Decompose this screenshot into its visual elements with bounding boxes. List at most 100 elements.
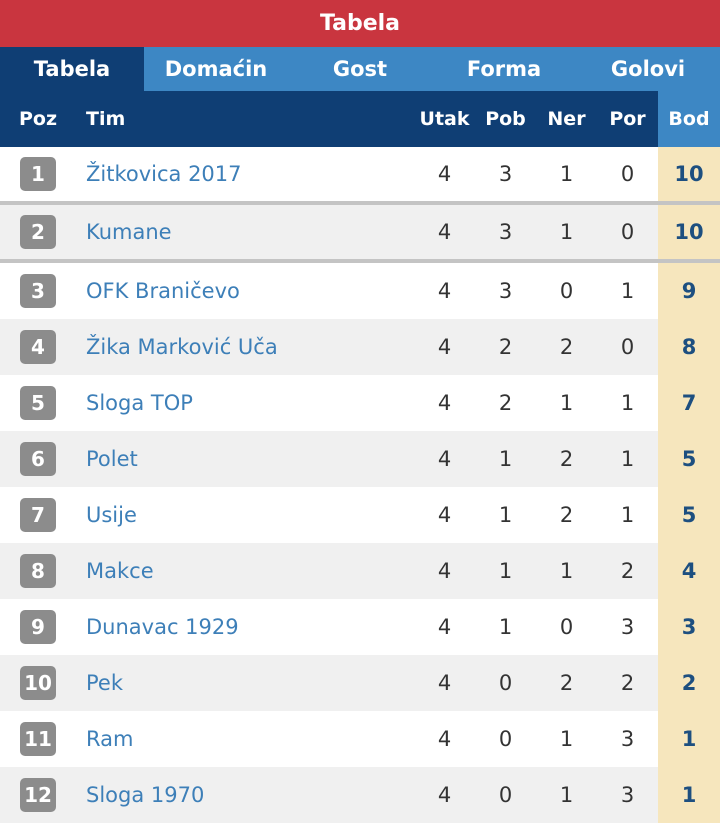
points: 5: [658, 431, 720, 487]
rank-badge: 3: [20, 274, 56, 308]
losses: 1: [620, 391, 635, 415]
draws: 0: [559, 615, 574, 639]
matches-played: 4: [437, 220, 452, 244]
draws: 2: [559, 447, 574, 471]
rank-cell: 4: [0, 330, 76, 364]
rank-cell: 6: [0, 442, 76, 476]
tab-golovi[interactable]: Golovi: [610, 57, 686, 81]
points: 1: [658, 711, 720, 767]
team-name[interactable]: Polet: [86, 447, 138, 471]
header-poz: Poz: [18, 108, 58, 130]
points: 1: [658, 767, 720, 823]
team-name[interactable]: Usije: [86, 503, 137, 527]
wins: 1: [498, 559, 513, 583]
tab-forma[interactable]: Forma: [466, 57, 542, 81]
wins: 2: [498, 391, 513, 415]
rank-badge: 2: [20, 215, 56, 249]
wins: 3: [498, 220, 513, 244]
wins: 0: [498, 783, 513, 807]
table-row[interactable]: 1 Žitkovica 2017 4 3 1 0 10: [0, 147, 720, 205]
points: 7: [658, 375, 720, 431]
team-name[interactable]: OFK Braničevo: [86, 279, 240, 303]
rank-badge: 1: [20, 157, 56, 191]
tab-domacin[interactable]: Domaćin: [164, 57, 268, 81]
team-name[interactable]: Ram: [86, 727, 134, 751]
table-row[interactable]: 10 Pek 4 0 2 2 2: [0, 655, 720, 711]
matches-played: 4: [437, 447, 452, 471]
table-row[interactable]: 9 Dunavac 1929 4 1 0 3 3: [0, 599, 720, 655]
matches-played: 4: [437, 559, 452, 583]
rank-cell: 10: [0, 666, 76, 700]
draws: 1: [559, 727, 574, 751]
losses: 3: [620, 727, 635, 751]
draws: 1: [559, 559, 574, 583]
table-row[interactable]: 4 Žika Marković Uča 4 2 2 0 8: [0, 319, 720, 375]
losses: 1: [620, 279, 635, 303]
losses: 3: [620, 615, 635, 639]
team-name[interactable]: Sloga 1970: [86, 783, 205, 807]
rank-badge: 4: [20, 330, 56, 364]
points: 10: [658, 147, 720, 201]
points: 5: [658, 487, 720, 543]
tab-gost[interactable]: Gost: [332, 57, 388, 81]
table-row[interactable]: 11 Ram 4 0 1 3 1: [0, 711, 720, 767]
table-row[interactable]: 2 Kumane 4 3 1 0 10: [0, 205, 720, 263]
table-header: Poz Tim Utak Pob Ner Por Bod: [0, 91, 720, 147]
table-row[interactable]: 12 Sloga 1970 4 0 1 3 1: [0, 767, 720, 823]
draws: 0: [559, 279, 574, 303]
table-row[interactable]: 6 Polet 4 1 2 1 5: [0, 431, 720, 487]
page-title: Tabela: [0, 0, 720, 47]
losses: 2: [620, 559, 635, 583]
matches-played: 4: [437, 335, 452, 359]
team-name[interactable]: Žika Marković Uča: [86, 335, 278, 359]
tab-bar: Tabela Domaćin Gost Forma Golovi: [0, 47, 720, 91]
rank-badge: 9: [20, 610, 56, 644]
matches-played: 4: [437, 391, 452, 415]
points: 2: [658, 655, 720, 711]
team-name[interactable]: Dunavac 1929: [86, 615, 239, 639]
tab-tabela[interactable]: Tabela: [0, 47, 144, 91]
draws: 1: [559, 391, 574, 415]
wins: 3: [498, 162, 513, 186]
header-pob: Pob: [485, 108, 526, 130]
wins: 1: [498, 503, 513, 527]
wins: 0: [498, 671, 513, 695]
losses: 0: [620, 220, 635, 244]
team-name[interactable]: Makce: [86, 559, 154, 583]
team-name[interactable]: Pek: [86, 671, 123, 695]
team-name[interactable]: Žitkovica 2017: [86, 162, 242, 186]
rank-cell: 2: [0, 215, 76, 249]
wins: 3: [498, 279, 513, 303]
rank-cell: 9: [0, 610, 76, 644]
wins: 2: [498, 335, 513, 359]
header-tim: Tim: [86, 108, 126, 130]
table-row[interactable]: 7 Usije 4 1 2 1 5: [0, 487, 720, 543]
rank-badge: 7: [20, 498, 56, 532]
losses: 0: [620, 162, 635, 186]
losses: 2: [620, 671, 635, 695]
team-name[interactable]: Kumane: [86, 220, 172, 244]
draws: 2: [559, 671, 574, 695]
rank-badge: 11: [20, 722, 56, 756]
draws: 1: [559, 162, 574, 186]
rank-cell: 8: [0, 554, 76, 588]
matches-played: 4: [437, 162, 452, 186]
wins: 1: [498, 615, 513, 639]
rank-cell: 7: [0, 498, 76, 532]
points: 3: [658, 599, 720, 655]
rank-badge: 12: [20, 778, 56, 812]
rank-cell: 1: [0, 157, 76, 191]
rank-cell: 3: [0, 274, 76, 308]
table-row[interactable]: 3 OFK Braničevo 4 3 0 1 9: [0, 263, 720, 319]
losses: 1: [620, 503, 635, 527]
header-ner: Ner: [547, 108, 586, 130]
rank-cell: 5: [0, 386, 76, 420]
team-name[interactable]: Sloga TOP: [86, 391, 193, 415]
table-row[interactable]: 5 Sloga TOP 4 2 1 1 7: [0, 375, 720, 431]
matches-played: 4: [437, 279, 452, 303]
table-row[interactable]: 8 Makce 4 1 1 2 4: [0, 543, 720, 599]
points: 8: [658, 319, 720, 375]
wins: 1: [498, 447, 513, 471]
header-bod: Bod: [658, 91, 720, 147]
draws: 1: [559, 220, 574, 244]
